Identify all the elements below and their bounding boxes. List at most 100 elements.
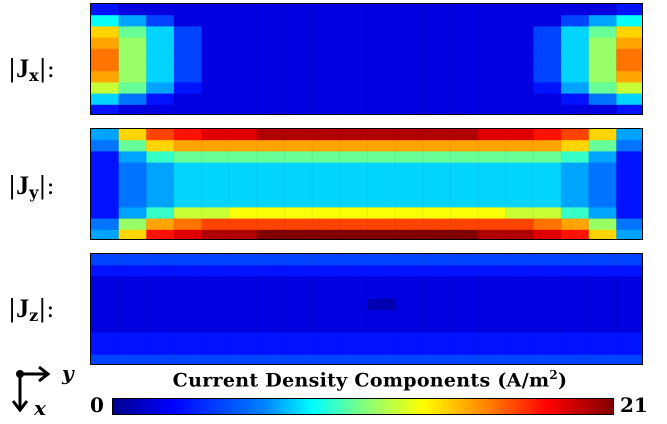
jz-cell	[478, 254, 507, 266]
jx-cell	[339, 71, 369, 83]
jx-cell	[588, 15, 617, 27]
jz-cell	[395, 254, 424, 266]
jx-cell	[256, 71, 286, 83]
jx-cell	[478, 15, 507, 27]
jz-cell	[367, 343, 396, 356]
jx-cell	[367, 37, 396, 50]
jz-cell	[505, 310, 534, 322]
jy-cell	[588, 151, 617, 164]
jx-cell	[422, 82, 452, 95]
jz-cell	[561, 332, 590, 345]
jx-cell	[395, 71, 424, 83]
jy-cell	[533, 207, 562, 220]
jx-cell	[229, 82, 258, 95]
jz-cell	[201, 343, 230, 356]
jz-cell	[616, 354, 642, 364]
jy-cell	[91, 185, 120, 197]
jx-cell	[146, 48, 175, 61]
jy-label: |Jy|:	[8, 171, 55, 202]
jy-cell	[173, 185, 203, 197]
jx-cell	[339, 15, 369, 27]
jz-cell	[367, 354, 396, 364]
jz-cell	[229, 321, 258, 333]
jz-cell	[339, 265, 369, 277]
jz-cell	[588, 276, 617, 289]
jz-cell	[256, 332, 286, 345]
jz-cell	[395, 265, 424, 277]
jz-cell	[533, 276, 562, 289]
jy-cell	[367, 129, 396, 141]
jz-label: |Jz|:	[8, 294, 54, 325]
jz-cell	[256, 310, 286, 322]
jy-cell	[146, 218, 175, 231]
jz-cell	[146, 265, 175, 277]
jz-cell	[146, 287, 175, 300]
jy-cell	[616, 173, 642, 186]
jz-cell	[478, 332, 507, 345]
jz-cell	[588, 265, 617, 277]
jz-cell	[284, 321, 313, 333]
x-axis-arrowhead	[11, 400, 29, 413]
jy-cell	[616, 229, 642, 239]
jy-cell	[256, 162, 286, 175]
jy-cell	[201, 196, 230, 208]
jx-cell	[91, 93, 120, 106]
jx-cell	[395, 37, 424, 50]
jy-cell	[146, 196, 175, 208]
jx-cell	[367, 71, 396, 83]
jz-cell	[533, 287, 562, 300]
jx-cell	[229, 48, 258, 61]
jy-cell	[616, 162, 642, 175]
axis-arrows	[11, 365, 51, 413]
jx-cell	[339, 48, 369, 61]
jy-cell	[91, 140, 120, 152]
jy-cell	[395, 229, 424, 239]
jy-cell	[256, 207, 286, 220]
jz-cell	[146, 354, 175, 364]
jz-cell	[422, 321, 452, 333]
jz-label-bar: |	[8, 295, 17, 323]
jy-cell	[284, 229, 313, 239]
jz-cell	[91, 321, 120, 333]
jy-cell	[588, 207, 617, 220]
jy-cell	[312, 196, 341, 208]
jx-cell	[533, 60, 562, 72]
jx-cell	[256, 60, 286, 72]
jy-cell	[422, 129, 452, 141]
jz-cell	[533, 332, 562, 345]
jz-cell	[478, 298, 507, 311]
jy-cell	[588, 129, 617, 141]
jx-cell	[118, 15, 147, 27]
jy-cell	[284, 140, 313, 152]
jy-cell	[588, 229, 617, 239]
jy-cell	[422, 162, 452, 175]
jz-cell	[616, 265, 642, 277]
jy-cell	[118, 151, 147, 164]
jy-cell	[146, 185, 175, 197]
jz-cell	[91, 254, 120, 266]
jx-cell	[312, 37, 341, 50]
jx-cell	[561, 26, 590, 39]
jz-cell	[616, 321, 642, 333]
jy-cell	[256, 173, 286, 186]
jy-cell	[450, 173, 479, 186]
jx-cell	[118, 4, 147, 16]
jx-cell	[422, 4, 452, 16]
jx-cell	[588, 4, 617, 16]
jz-cell	[395, 276, 424, 289]
jy-cell	[588, 173, 617, 186]
jy-cell	[395, 162, 424, 175]
jy-cell	[256, 151, 286, 164]
jy-cell	[561, 207, 590, 220]
jx-heatmap	[90, 3, 643, 115]
jx-cell	[533, 104, 562, 114]
jz-cell	[146, 321, 175, 333]
jz-label-post: |:	[38, 295, 55, 323]
jx-cell	[505, 37, 534, 50]
jx-cell	[422, 71, 452, 83]
jx-cell	[339, 26, 369, 39]
jz-cell	[533, 254, 562, 266]
jz-cell	[616, 276, 642, 289]
jz-cell	[91, 354, 120, 364]
jy-cell	[616, 218, 642, 231]
